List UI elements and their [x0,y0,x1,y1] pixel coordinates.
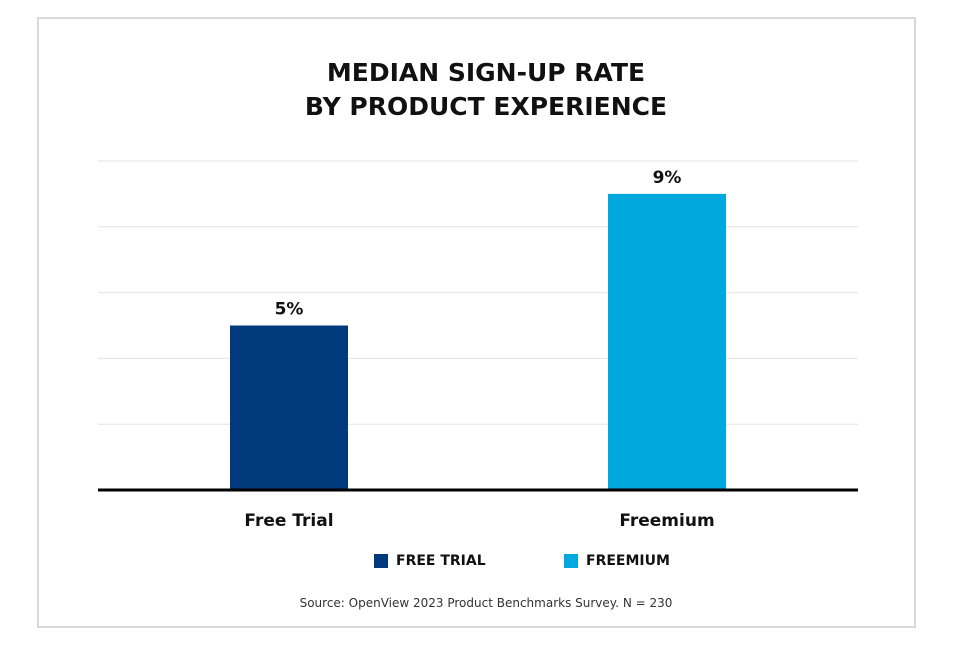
chart-frame [37,17,916,628]
legend-label: FREE TRIAL [396,553,486,569]
category-label: Freemium [619,511,714,531]
bar-free-trial [230,325,348,490]
legend-swatch [374,554,388,568]
title-line-1: MEDIAN SIGN-UP RATE [326,58,646,87]
chart-title: MEDIAN SIGN-UP RATE BY PRODUCT EXPERIENC… [0,56,972,124]
legend-label: FREEMIUM [586,553,670,569]
legend-swatch [564,554,578,568]
title-line-2: BY PRODUCT EXPERIENCE [304,92,668,121]
legend-item-free-trial: FREE TRIAL [374,553,486,569]
data-label: 9% [653,168,682,188]
legend-item-freemium: FREEMIUM [564,553,670,569]
bar-freemium [608,193,726,490]
source-note: Source: OpenView 2023 Product Benchmarks… [299,596,673,610]
category-label: Free Trial [244,511,333,531]
data-label: 5% [275,300,304,320]
